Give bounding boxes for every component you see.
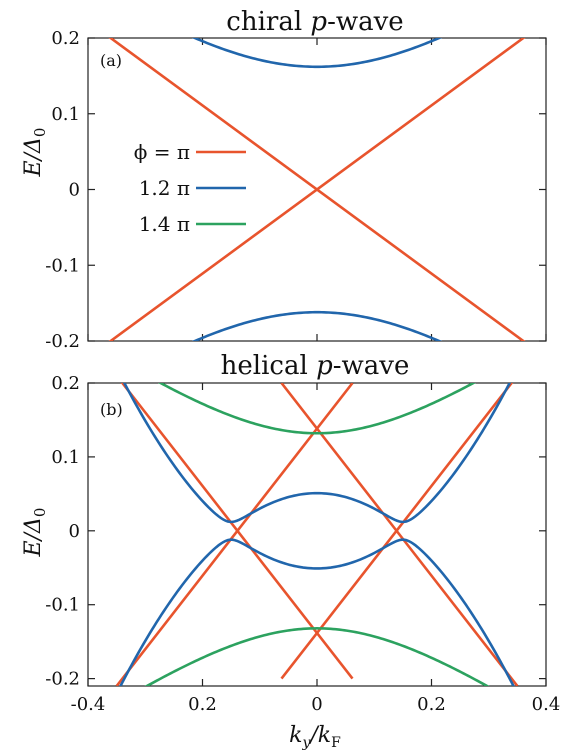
panel-a-series (108, 38, 526, 341)
series-line-1-2- (122, 383, 512, 524)
panel-b-x-tick-label: -0.4 (71, 694, 106, 715)
panel-a: chiral p-wave -0.2 -0.1 0 0.1 0.2 (a) E/Δ0 ϕ… (21, 7, 547, 352)
panel-b-y-tick-label: 0 (69, 521, 80, 542)
panel-b-x-tick-label: 0.2 (417, 694, 446, 715)
panel-b: helical p-wave -0.2 -0.1 0 0.1 0.2 -0.4 0.2 0 0… (21, 351, 561, 751)
panel-b-x-tick-label: 0.4 (532, 694, 561, 715)
panel-a-y-tick-label: 0 (69, 180, 80, 201)
series-line-1-2- (191, 310, 443, 341)
panel-b-y-tick-label: 0.2 (51, 373, 80, 394)
legend-label: 1.4 π (139, 212, 190, 236)
panel-b-title: helical p-wave (221, 351, 410, 381)
legend-label: ϕ = π (134, 140, 190, 164)
series-line-- (108, 38, 526, 341)
panel-a-y-ticks: -0.2 -0.1 0 0.1 0.2 (45, 28, 547, 352)
panel-a-title: chiral p-wave (226, 7, 403, 37)
panel-b-y-tick-label: -0.1 (45, 595, 80, 616)
series-line-- (280, 383, 519, 686)
panel-a-y-axis-label: E/Δ0 (21, 128, 49, 178)
series-line-- (120, 383, 354, 680)
panel-b-x-ticks: -0.4 0.2 0 0.2 0.4 (71, 383, 561, 715)
panel-b-y-tick-label: 0.1 (51, 447, 80, 468)
panel-a-y-tick-label: 0.2 (51, 28, 80, 49)
panel-b-x-tick-label: 0 (311, 694, 322, 715)
panel-b-series (115, 383, 519, 686)
legend-label: 1.2 π (139, 176, 190, 200)
series-line-1-2- (191, 38, 443, 69)
panel-a-y-tick-label: -0.2 (45, 331, 80, 352)
panel-a-label: (a) (100, 51, 122, 70)
series-line-1-4- (157, 383, 477, 435)
panel-b-x-tick-label: 0.2 (188, 694, 217, 715)
panel-b-x-axis-label: ky/kF (289, 723, 341, 751)
series-line-1-4- (144, 627, 490, 686)
panel-a-y-tick-label: -0.1 (45, 255, 80, 276)
panel-b-y-tick-label: -0.2 (45, 669, 80, 690)
panel-b-y-ticks: -0.2 -0.1 0 0.1 0.2 (45, 373, 546, 690)
panel-b-y-axis-label: E/Δ0 (21, 508, 49, 558)
panel-a-y-tick-label: 0.1 (51, 104, 80, 125)
legend: ϕ = π 1.2 π 1.4 π (134, 140, 246, 236)
series-line-1-2- (119, 538, 515, 686)
panel-b-label: (b) (100, 400, 123, 419)
